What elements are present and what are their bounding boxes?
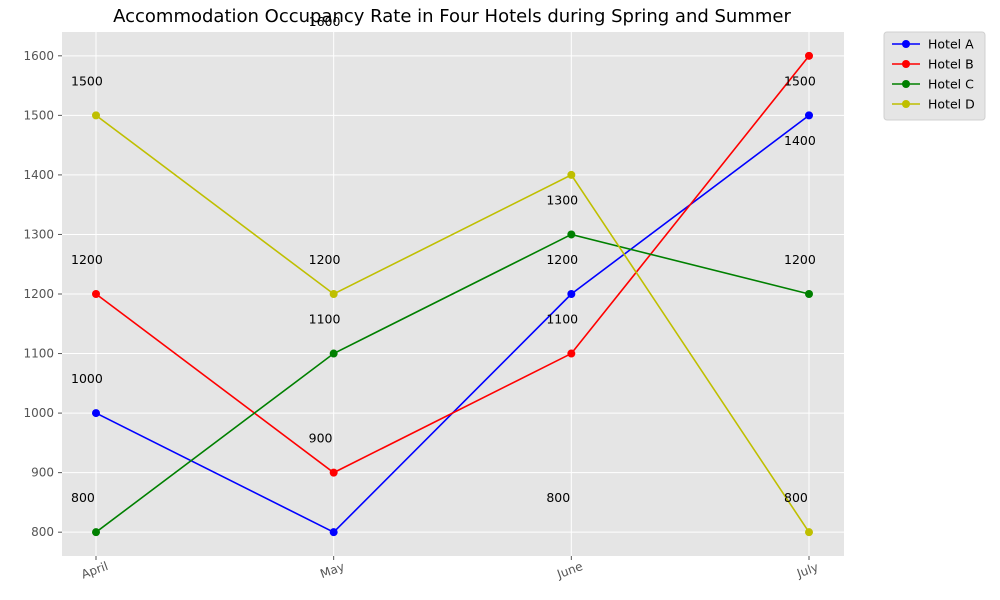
data-point	[805, 111, 813, 120]
data-label: 1600	[309, 14, 341, 29]
legend-label: Hotel C	[928, 77, 974, 92]
y-tick-label: 800	[31, 525, 54, 539]
y-tick-label: 1500	[23, 108, 54, 122]
series-line-hotel-b	[95, 55, 810, 474]
y-tick-label: 900	[31, 466, 54, 480]
data-label: 1200	[546, 252, 578, 267]
data-label: 1200	[71, 252, 103, 267]
series-lines	[95, 55, 810, 534]
data-point	[329, 528, 338, 537]
data-point	[329, 349, 338, 358]
data-point	[567, 290, 576, 298]
y-axis: 800 900 1000 1100 1200 1300 1400 1500 1600	[23, 49, 62, 539]
series-line-hotel-d	[95, 114, 810, 533]
legend-marker	[902, 60, 910, 68]
data-point	[567, 349, 576, 358]
y-tick-label: 1600	[23, 49, 54, 63]
data-labels: 1500 1200 1000 800 1600 1200 1100 900 1300 1200 11…	[71, 14, 816, 505]
legend-marker	[902, 80, 910, 88]
y-tick-label: 1200	[23, 287, 54, 301]
data-label: 1300	[546, 192, 578, 207]
legend: Hotel A Hotel B Hotel C Hotel D	[883, 31, 986, 121]
legend-marker	[902, 40, 910, 48]
series-line-hotel-c	[95, 233, 810, 533]
data-label: 800	[71, 490, 95, 505]
data-label: 1500	[784, 73, 816, 88]
data-label: 1100	[309, 312, 341, 327]
data-label: 1500	[71, 73, 103, 88]
data-point	[92, 409, 100, 418]
data-label: 1000	[71, 371, 103, 386]
data-label: 1200	[309, 252, 341, 267]
data-point	[329, 290, 338, 298]
legend-marker	[902, 100, 910, 108]
y-tick-label: 1000	[23, 406, 54, 420]
data-point	[805, 51, 813, 60]
legend-box	[883, 31, 986, 121]
data-point	[92, 111, 100, 120]
data-point	[567, 230, 576, 239]
y-tick-label: 1400	[23, 168, 54, 182]
data-point	[567, 170, 576, 179]
data-label: 1100	[546, 312, 578, 327]
data-label: 1400	[784, 133, 816, 148]
data-point	[329, 468, 338, 477]
data-label: 1200	[784, 252, 816, 267]
data-label: 900	[309, 431, 333, 446]
y-tick-label: 1100	[23, 347, 54, 361]
data-point	[92, 290, 100, 298]
y-tick-label: 1300	[23, 227, 54, 241]
data-label: 800	[784, 490, 808, 505]
data-label: 800	[546, 490, 570, 505]
chart-title: Accommodation Occupancy Rate in Four Hot…	[113, 6, 791, 27]
data-point	[805, 528, 813, 537]
legend-label: Hotel A	[928, 37, 974, 52]
data-point	[92, 528, 100, 537]
legend-label: Hotel D	[928, 97, 975, 112]
legend-label: Hotel B	[928, 57, 974, 72]
data-point	[805, 290, 813, 298]
series-markers	[92, 51, 813, 537]
